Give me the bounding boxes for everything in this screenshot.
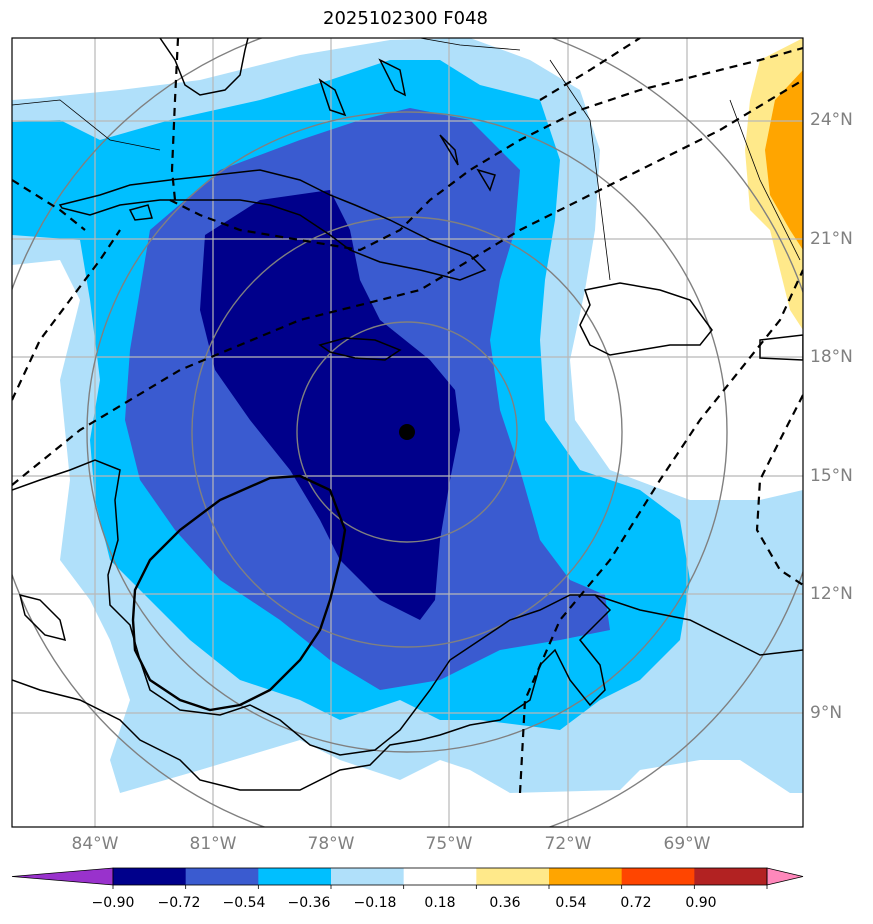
colorbar-extend-low bbox=[11, 867, 114, 886]
lat-label-9n: 9°N bbox=[810, 703, 843, 723]
shade-dark-blue bbox=[200, 190, 460, 620]
colorbar-tick: 0.18 bbox=[424, 895, 456, 911]
colorbar-frame bbox=[112, 867, 768, 886]
colorbar-tick: −0.36 bbox=[287, 895, 331, 911]
colorbar-segment bbox=[185, 868, 259, 885]
colorbar-segment bbox=[403, 868, 477, 885]
colorbar-tick: −0.72 bbox=[157, 895, 201, 911]
colorbar-tick: 0.54 bbox=[555, 895, 587, 911]
colorbar-segment bbox=[476, 868, 550, 885]
shade-orange bbox=[765, 70, 803, 250]
colorbar-extend-high bbox=[766, 867, 804, 886]
lon-label-72w: 72°W bbox=[544, 834, 592, 854]
colorbar-tick: −0.90 bbox=[91, 895, 135, 911]
map-title: 2025102300 F048 bbox=[323, 8, 488, 29]
colorbar-tick: −0.18 bbox=[353, 895, 397, 911]
map-plot bbox=[11, 37, 804, 828]
graticule bbox=[12, 38, 803, 827]
colorbar-tick: −0.54 bbox=[222, 895, 266, 911]
colorbar-segment bbox=[258, 868, 332, 885]
colorbar-tick: 0.90 bbox=[685, 895, 717, 911]
colorbar-tick: 0.72 bbox=[620, 895, 652, 911]
lon-label-75w: 75°W bbox=[425, 834, 473, 854]
colorbar bbox=[11, 867, 804, 889]
lat-label-18n: 18°N bbox=[810, 347, 853, 367]
coastlines bbox=[12, 38, 803, 791]
lon-label-78w: 78°W bbox=[307, 834, 355, 854]
colorbar-segment bbox=[113, 868, 187, 885]
lat-label-12n: 12°N bbox=[810, 584, 853, 604]
lat-label-15n: 15°N bbox=[810, 466, 853, 486]
colorbar-tick: 0.36 bbox=[489, 895, 521, 911]
colorbar-segment bbox=[549, 868, 623, 885]
solid-contour bbox=[131, 474, 347, 712]
lat-label-21n: 21°N bbox=[810, 229, 853, 249]
storm-center-marker bbox=[399, 424, 415, 440]
map-frame bbox=[11, 37, 804, 828]
lat-label-24n: 24°N bbox=[810, 110, 853, 130]
range-rings bbox=[12, 38, 803, 827]
colorbar-segment bbox=[694, 868, 768, 885]
boundaries bbox=[12, 38, 801, 281]
dashed-contours bbox=[12, 38, 803, 794]
colorbar-segment bbox=[331, 868, 405, 885]
lon-label-69w: 69°W bbox=[663, 834, 711, 854]
colorbar-segment bbox=[621, 868, 695, 885]
lon-label-84w: 84°W bbox=[71, 834, 119, 854]
lon-label-81w: 81°W bbox=[189, 834, 237, 854]
